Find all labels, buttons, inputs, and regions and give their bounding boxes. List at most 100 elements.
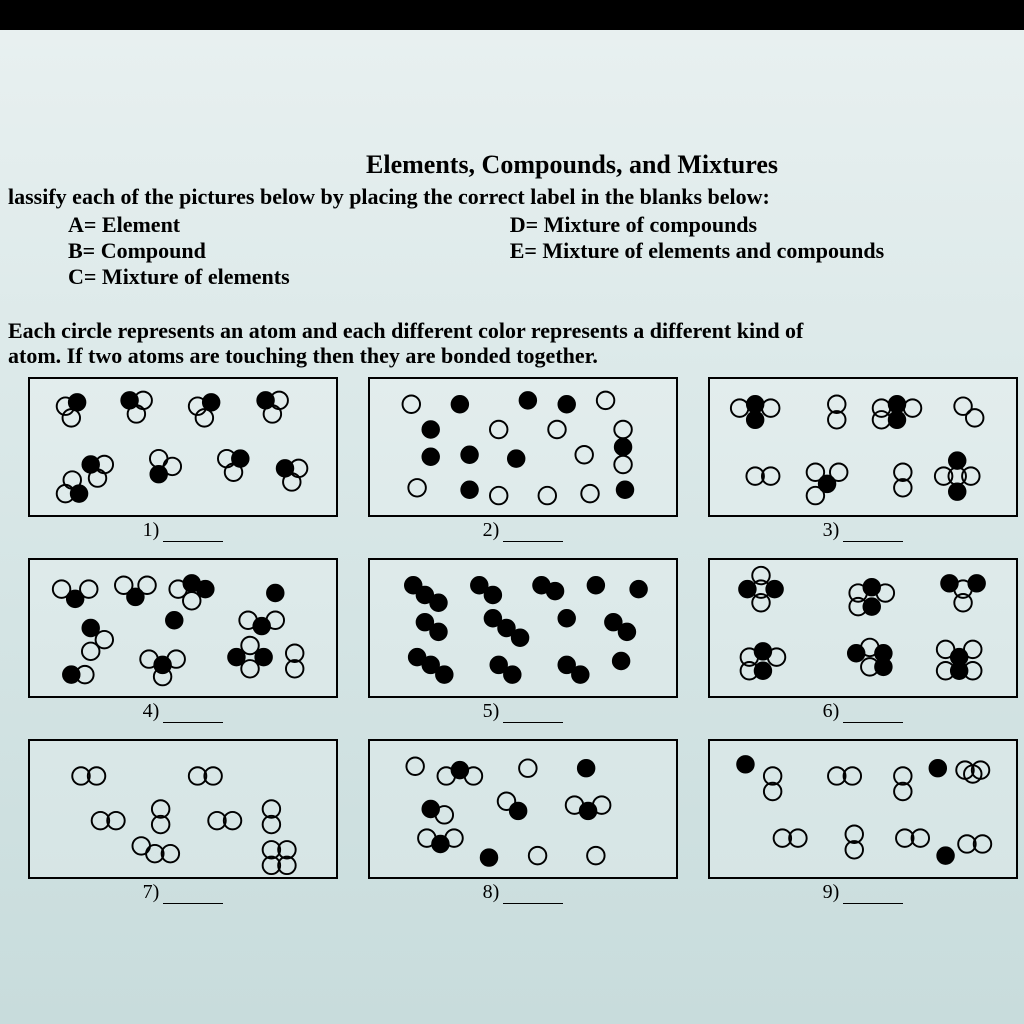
diagram-label: 8) xyxy=(368,881,678,904)
diagram-box xyxy=(708,377,1018,517)
note-line: atom. If two atoms are touching then the… xyxy=(8,343,1016,368)
page-title: Elements, Compounds, and Mixtures xyxy=(128,150,1016,180)
atom-filled-icon xyxy=(511,629,528,646)
atom-filled-icon xyxy=(451,395,468,412)
atom-open-icon xyxy=(128,405,145,422)
answer-blank[interactable] xyxy=(843,903,903,904)
atom-filled-icon xyxy=(630,580,647,597)
atom-open-icon xyxy=(138,576,155,593)
atom-open-icon xyxy=(150,450,167,467)
diagram-cell: 1) xyxy=(28,377,338,552)
atom-filled-icon xyxy=(484,586,501,603)
atom-filled-icon xyxy=(422,420,439,437)
legend-item: A= Element xyxy=(68,212,290,238)
diagram-number: 3) xyxy=(823,519,840,541)
atom-filled-icon xyxy=(150,465,167,482)
atom-filled-icon xyxy=(766,580,783,597)
atom-filled-icon xyxy=(737,755,754,772)
atom-open-icon xyxy=(264,405,281,422)
atom-open-icon xyxy=(183,592,200,609)
atom-filled-icon xyxy=(509,802,526,819)
atom-open-icon xyxy=(873,411,890,428)
answer-blank[interactable] xyxy=(503,903,563,904)
atom-filled-icon xyxy=(968,574,985,591)
atom-open-icon xyxy=(132,837,149,854)
diagram-box xyxy=(28,558,338,698)
atom-open-icon xyxy=(164,457,181,474)
atom-open-icon xyxy=(539,486,556,503)
diagram-number: 7) xyxy=(143,881,160,903)
atom-open-icon xyxy=(614,455,631,472)
atom-filled-icon xyxy=(746,411,763,428)
atom-open-icon xyxy=(406,757,423,774)
diagram-box xyxy=(708,739,1018,879)
diagram-grid: 1) 2) 3) 4) 5) 6) 7) 8) 9) xyxy=(28,377,1016,914)
atom-open-icon xyxy=(80,580,97,597)
atom-open-icon xyxy=(89,469,106,486)
atom-open-icon xyxy=(587,846,604,863)
atom-open-icon xyxy=(581,484,598,501)
atom-open-icon xyxy=(954,594,971,611)
legend-item: C= Mixture of elements xyxy=(68,264,290,290)
answer-blank[interactable] xyxy=(503,541,563,542)
atom-filled-icon xyxy=(948,483,965,500)
diagram-number: 5) xyxy=(483,700,500,722)
legend-left-col: A= Element B= Compound C= Mixture of ele… xyxy=(68,212,290,290)
atom-filled-icon xyxy=(166,611,183,628)
instruction-text: lassify each of the pictures below by pl… xyxy=(8,184,1016,210)
atom-open-icon xyxy=(877,584,894,601)
answer-blank[interactable] xyxy=(163,903,223,904)
diagram-box xyxy=(368,558,678,698)
atom-open-icon xyxy=(436,806,453,823)
atom-open-icon xyxy=(519,759,536,776)
diagram-number: 1) xyxy=(143,519,160,541)
atom-filled-icon xyxy=(267,584,284,601)
atom-open-icon xyxy=(575,446,592,463)
atom-open-icon xyxy=(904,399,921,416)
atom-filled-icon xyxy=(519,391,536,408)
legend-item: B= Compound xyxy=(68,238,290,264)
atom-open-icon xyxy=(830,463,847,480)
legend: A= Element B= Compound C= Mixture of ele… xyxy=(68,212,1016,290)
diagram-box xyxy=(28,377,338,517)
diagram-number: 6) xyxy=(823,700,840,722)
answer-blank[interactable] xyxy=(163,541,223,542)
answer-blank[interactable] xyxy=(163,722,223,723)
atom-open-icon xyxy=(593,796,610,813)
atom-filled-icon xyxy=(618,623,635,640)
diagram-cell: 2) xyxy=(368,377,678,552)
atom-open-icon xyxy=(935,467,952,484)
atom-filled-icon xyxy=(558,395,575,412)
diagram-cell: 5) xyxy=(368,558,678,733)
diagram-number: 9) xyxy=(823,881,840,903)
diagram-label: 9) xyxy=(708,881,1018,904)
atom-filled-icon xyxy=(422,448,439,465)
answer-blank[interactable] xyxy=(843,722,903,723)
atom-open-icon xyxy=(283,473,300,490)
legend-right-col: D= Mixture of compounds E= Mixture of el… xyxy=(510,212,885,290)
atom-open-icon xyxy=(964,640,981,657)
atom-filled-icon xyxy=(616,481,633,498)
atom-open-icon xyxy=(548,420,565,437)
atom-open-icon xyxy=(64,471,81,488)
diagram-label: 1) xyxy=(28,519,338,542)
atom-open-icon xyxy=(597,391,614,408)
diagram-cell: 3) xyxy=(708,377,1018,552)
atom-filled-icon xyxy=(572,665,589,682)
diagram-cell: 7) xyxy=(28,739,338,914)
diagram-cell: 4) xyxy=(28,558,338,733)
atom-open-icon xyxy=(731,399,748,416)
atom-open-icon xyxy=(490,420,507,437)
legend-item: E= Mixture of elements and compounds xyxy=(510,238,885,264)
diagram-box xyxy=(368,739,678,879)
atom-open-icon xyxy=(807,486,824,503)
diagram-number: 4) xyxy=(143,700,160,722)
atom-open-icon xyxy=(529,846,546,863)
diagram-label: 4) xyxy=(28,700,338,723)
answer-blank[interactable] xyxy=(843,541,903,542)
atom-open-icon xyxy=(241,660,258,677)
atom-open-icon xyxy=(225,463,242,480)
answer-blank[interactable] xyxy=(503,722,563,723)
diagram-box xyxy=(708,558,1018,698)
diagram-number: 2) xyxy=(483,519,500,541)
